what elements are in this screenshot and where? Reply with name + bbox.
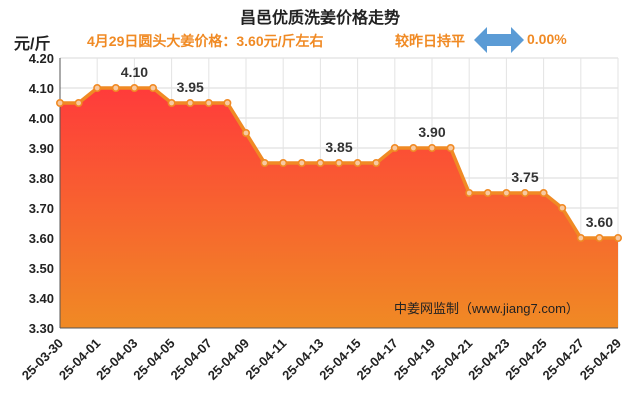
price-point: [130, 84, 139, 93]
double-arrow-icon: [474, 27, 524, 53]
chart-title: 昌邑优质洗姜价格走势: [239, 10, 400, 27]
y-axis-ticks: 3.30 3.40 3.50 3.60 3.70 3.80 3.90 4.00 4.10 4.20: [29, 51, 54, 336]
price-point: [520, 189, 529, 198]
price-point: [465, 189, 474, 198]
price-point: [372, 159, 381, 168]
y-tick-label: 3.80: [29, 171, 54, 186]
watermark: 中姜网监制（www.jiang7.com）: [394, 301, 579, 316]
price-point: [186, 99, 195, 108]
price-point: [297, 159, 306, 168]
price-point: [334, 159, 343, 168]
y-tick-label: 3.70: [29, 201, 54, 216]
current-price-text: 4月29日圆头大姜价格：3.60元/斤左右: [87, 33, 324, 49]
y-tick-label: 4.20: [29, 51, 54, 66]
price-point: [353, 159, 362, 168]
y-tick-label: 3.60: [29, 231, 54, 246]
price-point: [204, 99, 213, 108]
price-point: [223, 99, 232, 108]
price-point: [242, 129, 251, 138]
price-point: [502, 189, 511, 198]
price-point: [93, 84, 102, 93]
y-tick-label: 3.40: [29, 291, 54, 306]
price-point: [613, 234, 622, 243]
price-point: [55, 99, 64, 108]
y-tick-label: 4.10: [29, 81, 54, 96]
price-point: [390, 144, 399, 153]
data-labels: 4.10 3.95 3.85 3.90 3.75 3.60: [121, 64, 613, 230]
data-label: 3.90: [418, 124, 445, 140]
data-label: 3.60: [586, 214, 613, 230]
price-point: [74, 99, 83, 108]
price-point: [279, 159, 288, 168]
x-axis-ticks: 25-03-3025-04-0125-04-0325-04-0525-04-07…: [19, 336, 624, 383]
x-tick-label: 25-04-09: [205, 336, 252, 383]
price-point: [316, 159, 325, 168]
x-tick-label: 25-04-29: [577, 336, 624, 383]
price-point: [260, 159, 269, 168]
y-tick-label: 4.00: [29, 111, 54, 126]
y-tick-label: 3.30: [29, 321, 54, 336]
price-point: [558, 204, 567, 213]
change-percent: 0.00%: [527, 31, 567, 47]
price-point: [483, 189, 492, 198]
price-point: [167, 99, 176, 108]
compare-text: 较昨日持平: [395, 33, 465, 49]
price-point: [446, 144, 455, 153]
price-area: [60, 86, 618, 328]
price-point: [149, 84, 158, 93]
data-label: 3.95: [177, 79, 204, 95]
data-label: 3.75: [511, 169, 538, 185]
price-point: [409, 144, 418, 153]
y-tick-label: 3.50: [29, 261, 54, 276]
y-axis-unit: 元/斤: [14, 36, 51, 53]
data-label: 3.85: [325, 139, 352, 155]
y-tick-label: 3.90: [29, 141, 54, 156]
price-point: [576, 234, 585, 243]
price-point: [111, 84, 120, 93]
area-fill: [60, 88, 618, 328]
price-points: [55, 84, 622, 243]
price-point: [539, 189, 548, 198]
data-label: 4.10: [121, 64, 148, 80]
price-point: [595, 234, 604, 243]
price-point: [427, 144, 436, 153]
